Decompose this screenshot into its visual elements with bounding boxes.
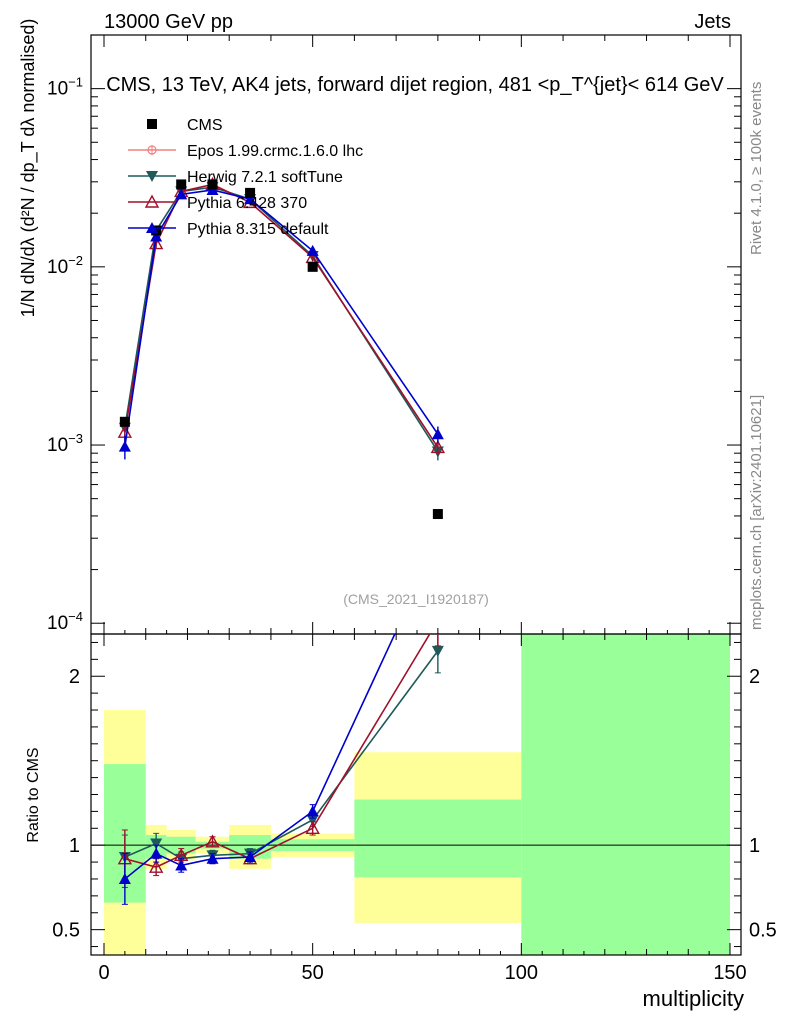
main-y-tick-label: 10−4 <box>47 609 83 634</box>
ratio-y-tick-label-right: 2 <box>749 666 760 688</box>
series-point-pythia-3 <box>244 193 257 205</box>
cms-data-point <box>307 261 318 272</box>
ratio-band-green-6 <box>354 799 522 878</box>
ratio-point-pythia-3 <box>306 805 319 817</box>
cms-data-point <box>432 509 443 520</box>
ratio-y-tick-label: 1 <box>69 835 80 857</box>
cms-data-point <box>207 179 218 190</box>
main-y-tick-label: 10−1 <box>47 75 83 100</box>
legend-label: CMS <box>187 117 223 134</box>
ratio-point-pythia-3 <box>150 847 163 859</box>
x-tick-label: 150 <box>713 962 746 984</box>
ratio-point-pythia-2 <box>432 614 444 625</box>
ratio-point-herwig-1 <box>431 645 444 657</box>
series-point-pythia-2 <box>148 236 164 250</box>
rivet-version-label: Rivet 4.1.0, ≥ 100k events <box>748 82 765 255</box>
header-process: Jets <box>694 11 731 33</box>
series-point-pythia-3 <box>306 244 319 256</box>
x-tick-label: 0 <box>98 962 109 984</box>
series-ratio-pythia-3 <box>118 535 444 905</box>
ratio-point-herwig-1 <box>150 838 163 850</box>
ratio-point-pythia-2 <box>205 834 220 848</box>
series-point-pythia-3 <box>431 428 444 440</box>
ratio-y-tick-label-right: 0.5 <box>749 920 777 942</box>
cms-data-point <box>245 187 256 198</box>
ratio-y-tick-label: 0.5 <box>52 920 80 942</box>
chart-title: CMS, 13 TeV, AK4 jets, forward dijet reg… <box>106 74 724 96</box>
series-point-pythia-3 <box>150 230 163 242</box>
legend: CMS Epos 1.99.crmc.1.6.0 lhc Herwig 7.2.1 … <box>128 117 363 238</box>
ratio-point-pythia-2 <box>305 820 320 834</box>
ratio-point-pythia-3 <box>175 859 188 871</box>
series-point-pythia-3 <box>118 440 131 452</box>
series-point-pythia-3 <box>175 188 188 200</box>
legend-label: Epos 1.99.crmc.1.6.0 lhc <box>187 143 363 160</box>
ratio-point-pythia-3 <box>118 872 131 884</box>
ratio-y-tick-label-right: 1 <box>749 835 760 857</box>
series-main-pythia-3 <box>118 183 444 460</box>
x-tick-label: 50 <box>302 962 324 984</box>
series-point-pythia-2 <box>430 439 446 454</box>
ratio-point-pythia-3 <box>206 852 219 864</box>
ratio-point-pythia-2 <box>148 859 164 873</box>
legend-marker <box>146 222 158 233</box>
cms-data-point <box>119 416 130 427</box>
legend-marker <box>144 194 160 208</box>
x-axis-label: multiplicity <box>643 986 744 1011</box>
axes: 0 50 100 150 10−1 10−2 10−3 10−4 0.5 0.5 1 1 2 2 <box>47 34 777 984</box>
ratio-bands <box>104 634 730 955</box>
main-y-tick-label: 10−3 <box>47 431 83 456</box>
ratio-point-pythia-3 <box>244 851 257 863</box>
ratio-point-herwig-1 <box>306 814 319 826</box>
series-point-pythia-3 <box>206 183 219 195</box>
legend-marker <box>146 171 158 182</box>
cms-data-point <box>176 179 187 190</box>
x-tick-label: 100 <box>505 962 538 984</box>
mcplots-label: mcplots.cern.ch [arXiv:2401.10621] <box>748 395 765 630</box>
header-energy: 13000 GeV pp <box>104 11 233 33</box>
main-y-tick-label: 10−2 <box>47 253 83 278</box>
ratio-y-tick-label: 2 <box>69 666 80 688</box>
ratio-band-green-7 <box>521 634 730 955</box>
analysis-label: (CMS_2021_I1920187) <box>343 591 489 607</box>
legend-marker <box>147 119 157 129</box>
y-axis-label-main: 1/N dN/dλ (d²N / dp_T dλ normalised) <box>18 19 39 318</box>
y-axis-label-ratio: Ratio to CMS <box>25 747 42 842</box>
legend-label: Pythia 6.428 370 <box>187 195 307 212</box>
legend-label: Herwig 7.2.1 softTune <box>187 169 343 186</box>
ratio-point-pythia-3 <box>432 535 444 546</box>
legend-label: Pythia 8.315 default <box>187 221 329 238</box>
